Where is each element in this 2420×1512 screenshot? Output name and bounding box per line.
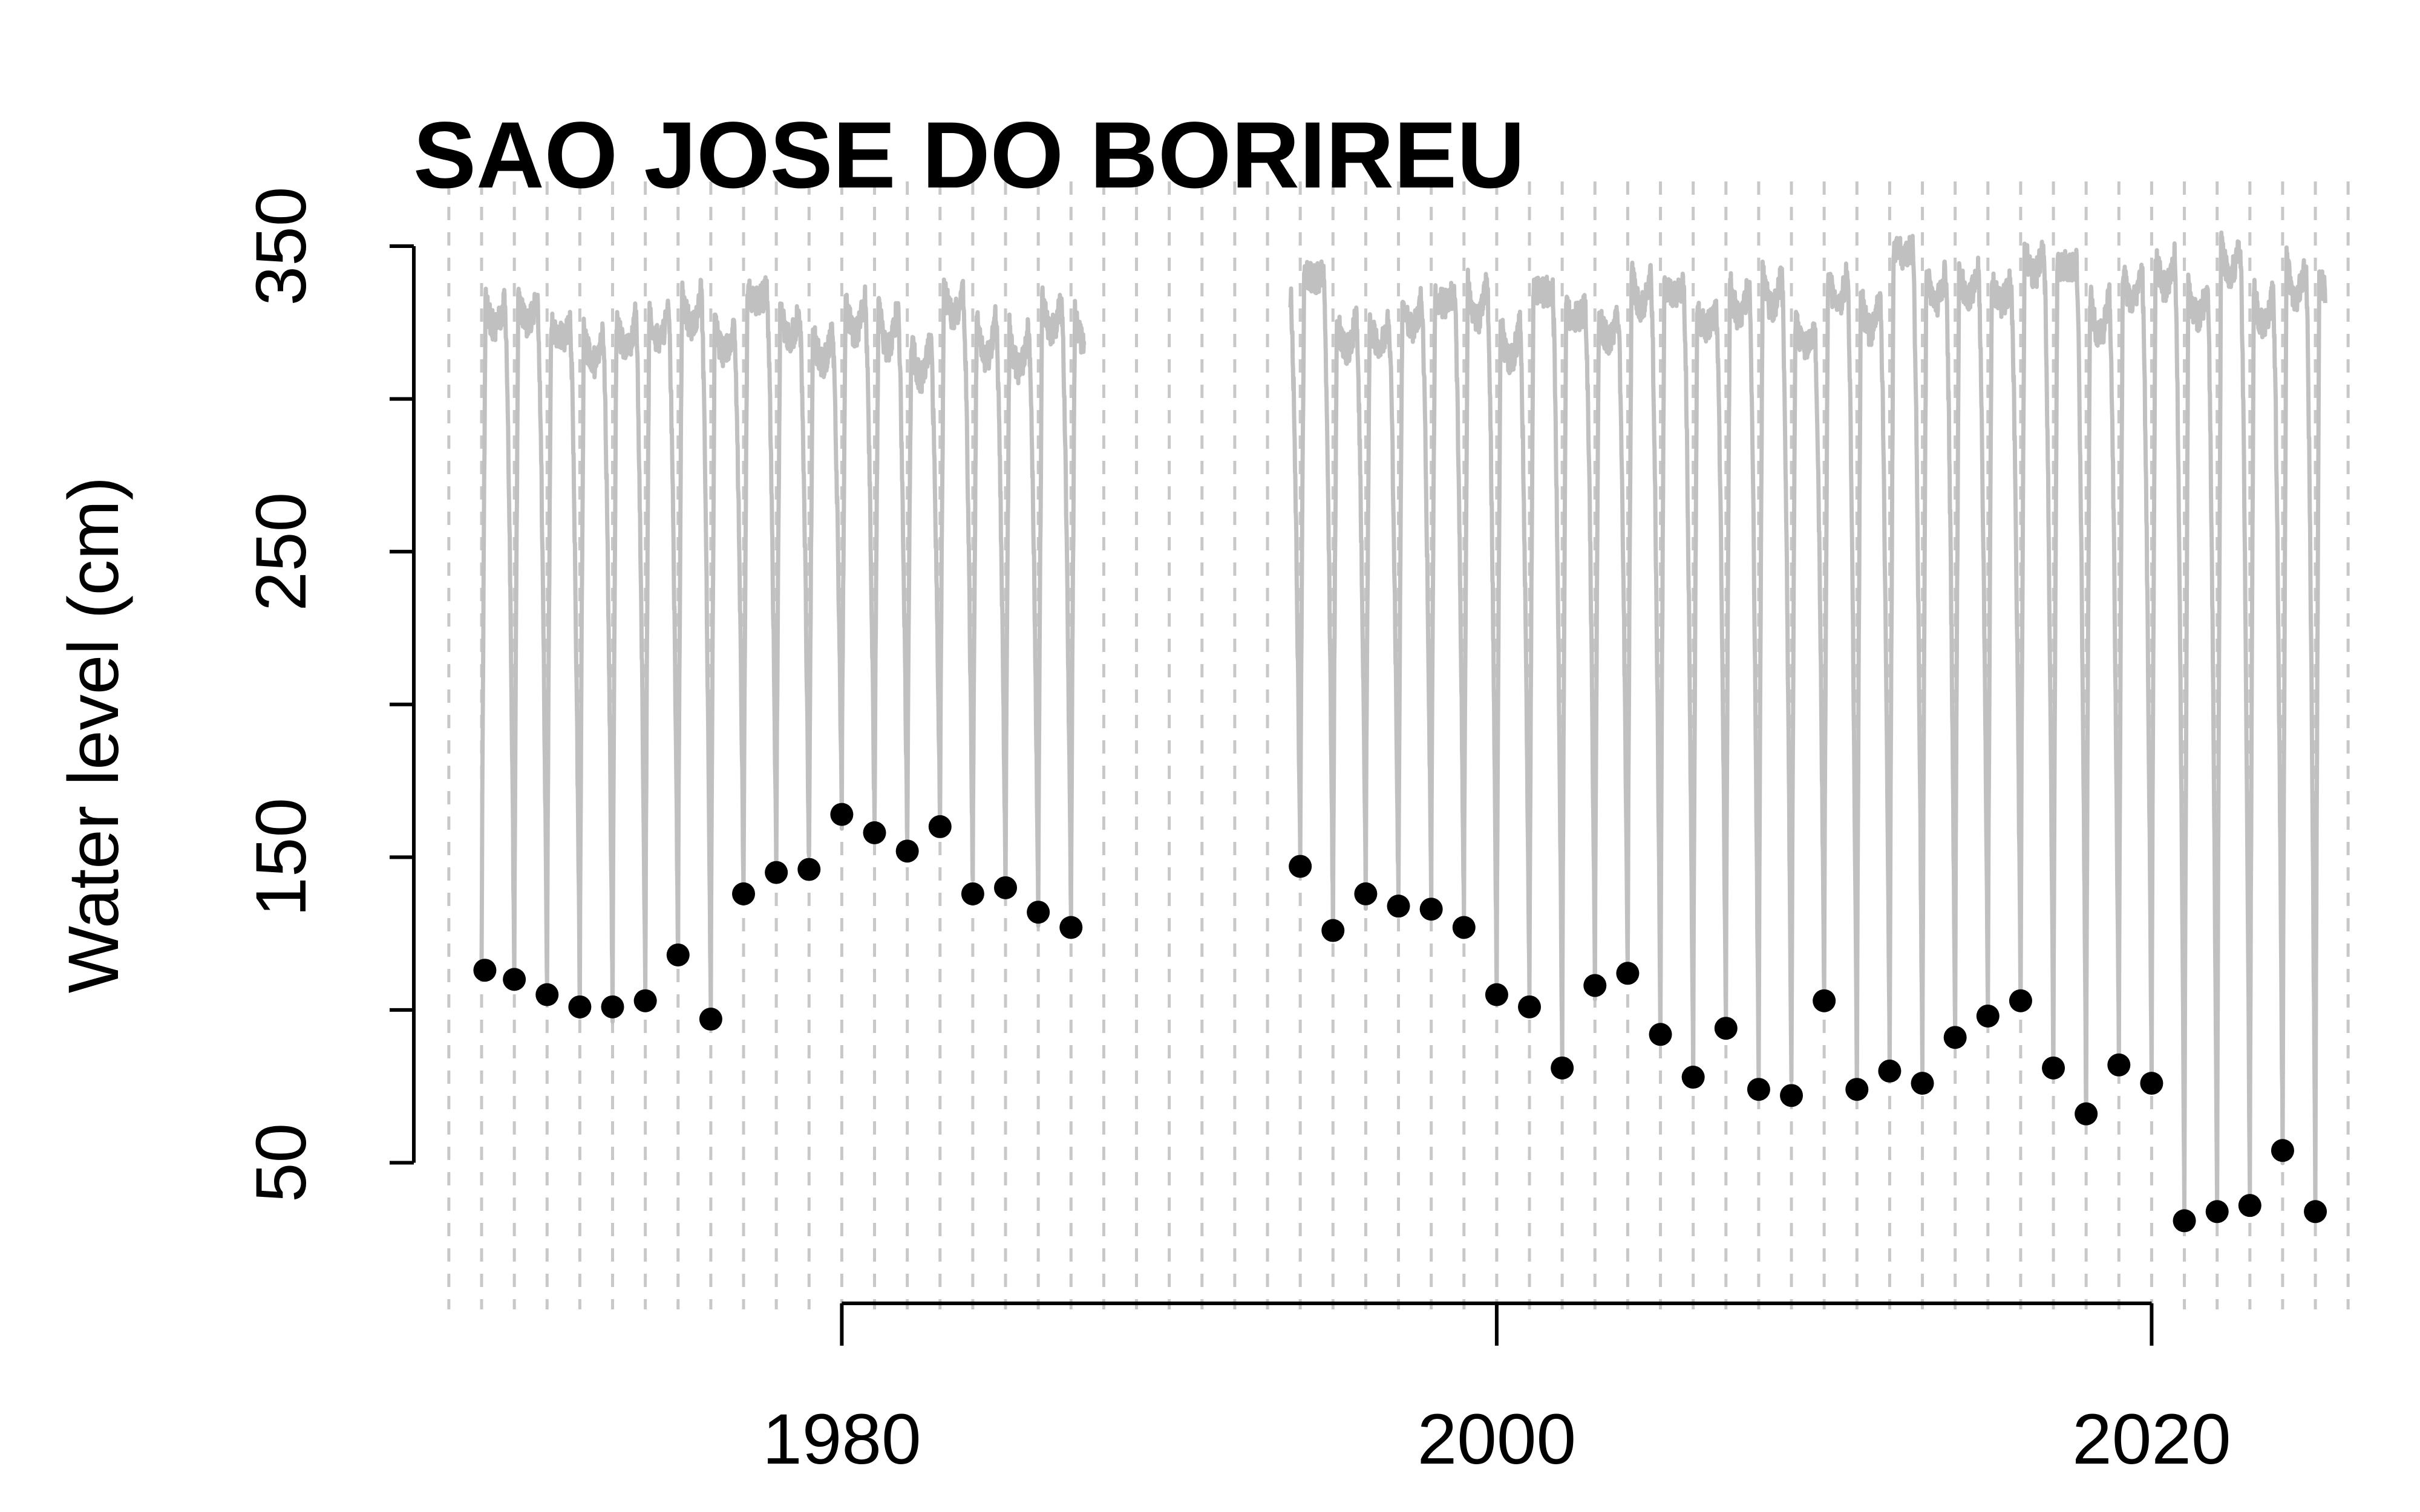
minimum-point-1975 bbox=[666, 943, 690, 966]
annual-minimum-points bbox=[473, 803, 2327, 1233]
water-level-series bbox=[479, 230, 2327, 1214]
minimum-point-1996 bbox=[1354, 882, 1378, 905]
minimum-point-2017 bbox=[2042, 1056, 2065, 1080]
chart-title: SAO JOSE DO BORIREU bbox=[413, 103, 1525, 208]
x-tick-label-2000: 2000 bbox=[1418, 1400, 1577, 1479]
minimum-point-2006 bbox=[1681, 1066, 1705, 1089]
minimum-point-1998 bbox=[1419, 898, 1443, 921]
minimum-point-1977 bbox=[732, 882, 756, 905]
minimum-point-1987 bbox=[1059, 916, 1083, 939]
axes: 50 150 250 350 1980 2000 2020 bbox=[241, 187, 2231, 1479]
minimum-point-2019 bbox=[2107, 1053, 2131, 1077]
minimum-point-2007 bbox=[1714, 1017, 1738, 1040]
minimum-point-2012 bbox=[1878, 1059, 1902, 1083]
minimum-point-2023 bbox=[2238, 1194, 2261, 1217]
minimum-point-2021 bbox=[2173, 1209, 2196, 1233]
minimum-point-1999 bbox=[1452, 916, 1476, 939]
minimum-point-2020 bbox=[2140, 1072, 2163, 1095]
minimum-point-1970 bbox=[503, 968, 526, 991]
minimum-point-2001 bbox=[1518, 995, 1542, 1018]
minimum-point-1985 bbox=[994, 876, 1018, 899]
minimum-point-2025 bbox=[2304, 1200, 2327, 1224]
y-tick-label-350: 350 bbox=[241, 187, 321, 306]
minimum-point-2015 bbox=[1976, 1004, 2000, 1028]
y-tick-label-150: 150 bbox=[241, 798, 321, 917]
minimum-point-1973 bbox=[601, 995, 624, 1018]
minimum-point-2009 bbox=[1780, 1084, 1804, 1107]
minimum-point-2018 bbox=[2075, 1102, 2098, 1126]
minimum-point-2000 bbox=[1485, 983, 1508, 1006]
minimum-point-2014 bbox=[1943, 1026, 1967, 1049]
y-tick-label-50: 50 bbox=[241, 1123, 321, 1202]
minimum-point-2010 bbox=[1813, 989, 1836, 1012]
minimum-point-1994 bbox=[1289, 855, 1312, 878]
minimum-point-1995 bbox=[1321, 919, 1345, 942]
minimum-point-1979 bbox=[797, 858, 821, 881]
minimum-point-1969 bbox=[473, 959, 497, 982]
minimum-point-2024 bbox=[2271, 1139, 2294, 1162]
minimum-point-1986 bbox=[1027, 901, 1050, 924]
minimum-point-2002 bbox=[1551, 1056, 1574, 1080]
x-tick-label-2020: 2020 bbox=[2072, 1400, 2231, 1479]
minimum-point-1978 bbox=[765, 861, 788, 884]
minimum-point-1980 bbox=[830, 803, 854, 826]
minimum-point-1983 bbox=[928, 815, 952, 838]
water-level-line-segment-1 bbox=[479, 275, 1087, 1024]
minimum-point-2016 bbox=[2009, 989, 2032, 1012]
minimum-point-1971 bbox=[535, 983, 559, 1006]
minimum-point-1972 bbox=[568, 995, 592, 1018]
minimum-point-1974 bbox=[633, 989, 657, 1012]
y-axis-label: Water level (cm) bbox=[54, 477, 134, 993]
minimum-point-1997 bbox=[1387, 894, 1410, 918]
x-tick-label-1980: 1980 bbox=[762, 1400, 921, 1479]
minimum-point-2003 bbox=[1583, 974, 1607, 997]
minimum-point-1976 bbox=[699, 1008, 722, 1031]
minimum-point-1981 bbox=[863, 821, 886, 844]
minimum-point-2011 bbox=[1845, 1078, 1869, 1101]
minimum-point-2004 bbox=[1616, 962, 1640, 985]
minimum-point-1982 bbox=[895, 839, 919, 863]
water-level-line-segment-2 bbox=[1288, 230, 2327, 1214]
y-tick-label-250: 250 bbox=[241, 492, 321, 611]
minimum-point-1984 bbox=[961, 882, 984, 905]
minimum-point-2005 bbox=[1649, 1023, 1672, 1046]
minimum-point-2008 bbox=[1747, 1078, 1770, 1101]
minimum-point-2013 bbox=[1911, 1072, 1934, 1095]
minimum-point-2022 bbox=[2205, 1200, 2229, 1224]
